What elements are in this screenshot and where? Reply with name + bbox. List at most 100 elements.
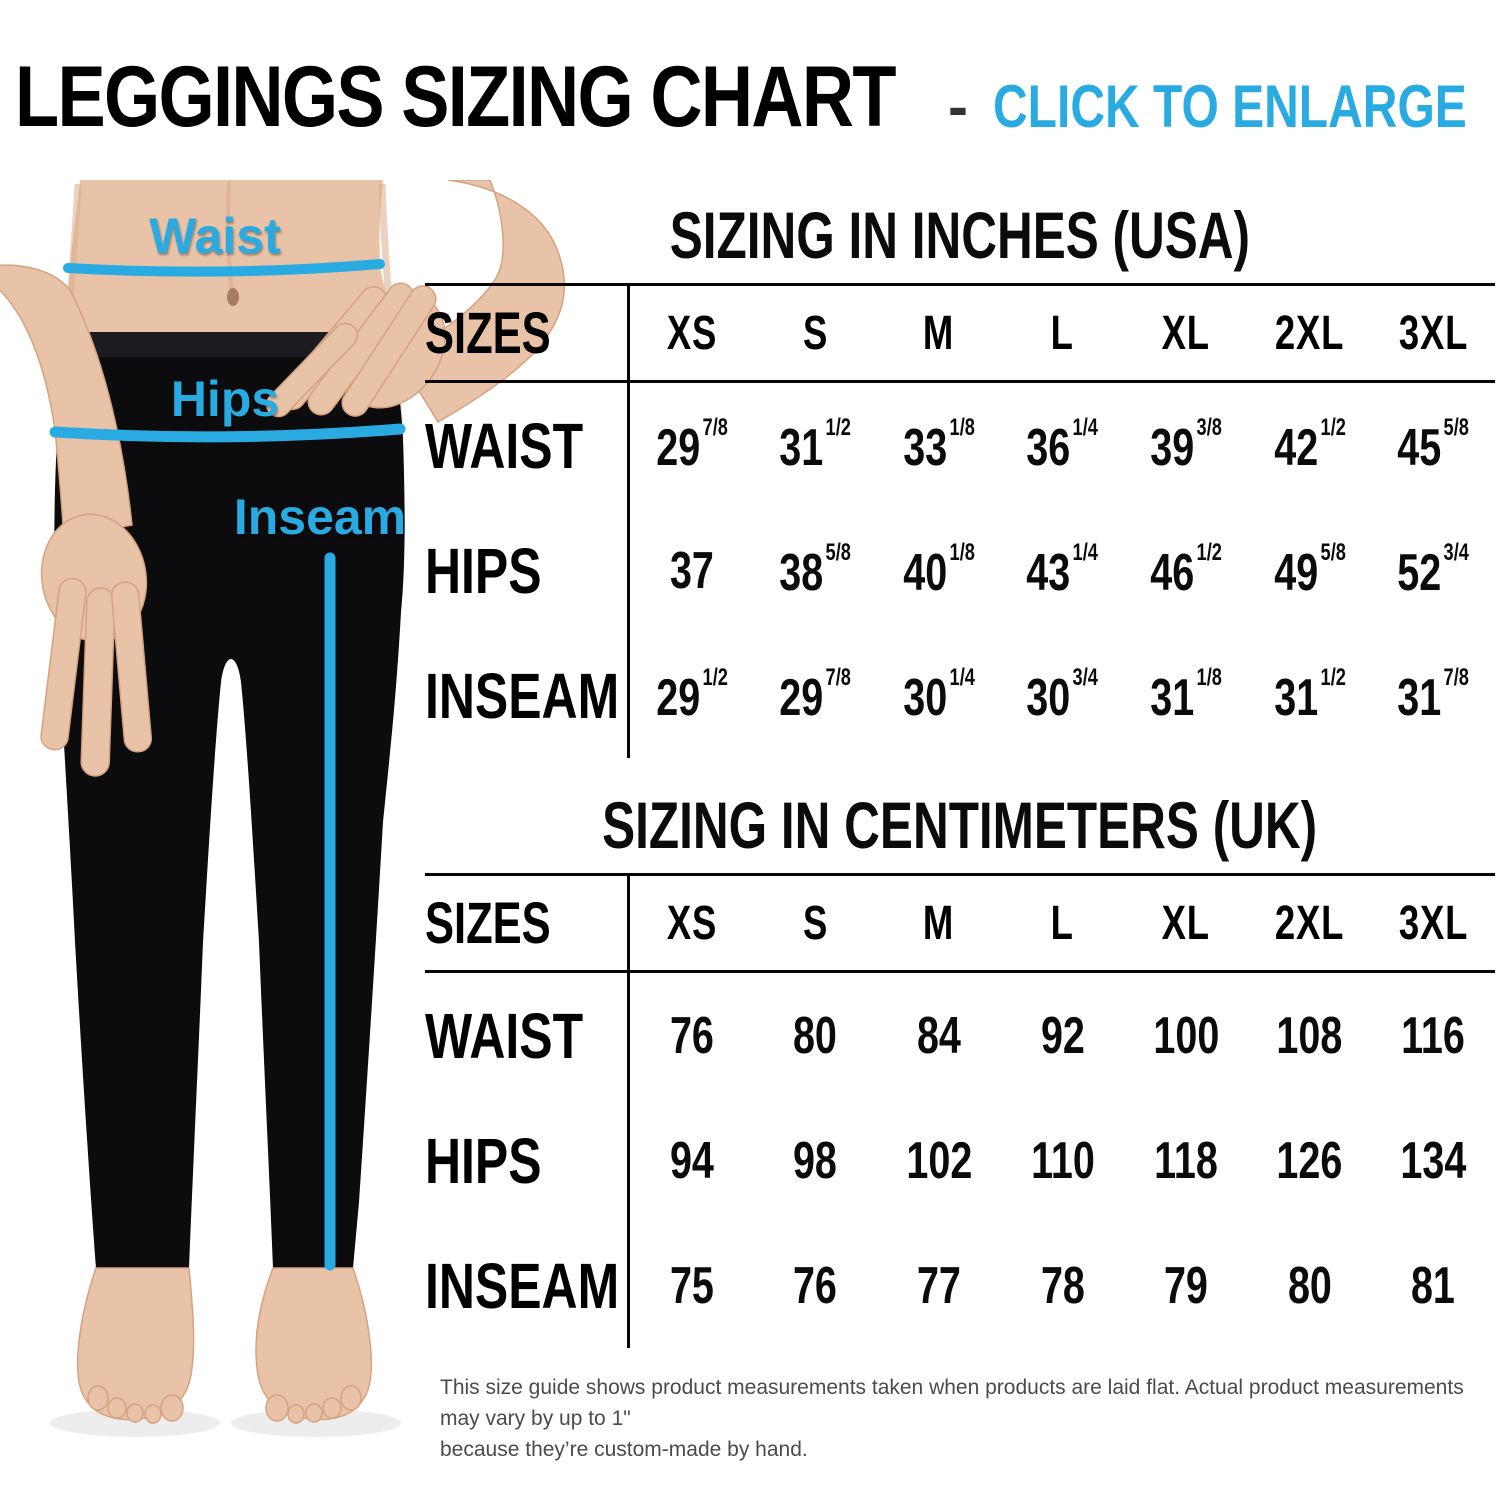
- value-cell: 116: [1371, 973, 1495, 1098]
- hips-line: [49, 423, 406, 443]
- sizes-header-label: SIZES: [425, 876, 630, 973]
- cell-text: 29: [655, 668, 700, 727]
- cell-text: 108: [1276, 1006, 1343, 1065]
- cell-text: 1/2: [1320, 663, 1346, 691]
- cell-text: L: [1050, 306, 1075, 360]
- cell-text: 495/8: [1274, 539, 1346, 603]
- value-cell: 76: [754, 1223, 878, 1348]
- value-cell: 311/8: [1124, 633, 1248, 758]
- table-grid: SIZES XS S M L XL 2XL 3XL WAIST 76 80 84 92 100 108 116…: [425, 876, 1495, 1348]
- cell-text: 134: [1400, 1131, 1466, 1191]
- value-cell: 98: [754, 1098, 878, 1223]
- cell-text: 92: [1040, 1006, 1085, 1065]
- cell-text: 116: [1401, 1006, 1465, 1066]
- cell-text: 102: [905, 1131, 972, 1190]
- value-cell: 84: [877, 973, 1001, 1098]
- value-cell: 78: [1001, 1223, 1125, 1348]
- cell-text: 78: [1040, 1256, 1085, 1315]
- cell-text: 523/4: [1397, 539, 1469, 603]
- cell-text: 5/8: [825, 538, 852, 566]
- row-label: INSEAM: [425, 1223, 630, 1348]
- value-cell: 118: [1124, 1098, 1248, 1223]
- size-column-header: XL: [1124, 286, 1248, 383]
- size-guide-note: This size guide shows product measuremen…: [440, 1372, 1490, 1465]
- value-cell: 79: [1124, 1223, 1248, 1348]
- size-column-header: S: [753, 286, 878, 383]
- cell-text: 311/2: [1274, 664, 1346, 728]
- cell-text: 110: [1031, 1131, 1095, 1191]
- cell-text: XS: [666, 896, 717, 950]
- cell-text: 461/2: [1150, 539, 1222, 603]
- size-column-header: 2XL: [1247, 286, 1372, 383]
- value-cell: 523/4: [1371, 508, 1495, 633]
- cell-text: SIZES: [425, 890, 551, 956]
- cell-text: 3XL: [1398, 896, 1468, 950]
- cell-text: 1/8: [949, 413, 975, 441]
- value-cell: 81: [1371, 1223, 1495, 1348]
- cell-text: 84: [917, 1006, 961, 1066]
- cell-text: 31: [779, 418, 824, 477]
- feet: [50, 1267, 401, 1437]
- page-title: LEGGINGS SIZING CHART: [15, 49, 896, 145]
- row-label: HIPS: [425, 508, 630, 633]
- size-column-header: XS: [630, 876, 754, 973]
- model-figure: Waist Hips Inseam: [0, 179, 580, 1500]
- cell-text: SIZES: [425, 300, 551, 366]
- value-cell: 331/8: [877, 383, 1001, 508]
- size-guide-note-line2: because they’re custom-made by hand.: [440, 1438, 808, 1461]
- cell-text: 76: [670, 1006, 714, 1066]
- cell-text: 52: [1397, 543, 1442, 602]
- cell-text: 81: [1411, 1256, 1456, 1315]
- cell-text: 1/2: [702, 663, 728, 691]
- cell-text: 1/2: [825, 413, 852, 441]
- table-title-text: SIZING IN CENTIMETERS (UK): [602, 788, 1318, 862]
- cell-text: 7/8: [825, 663, 852, 691]
- cell-text: 92: [1041, 1006, 1085, 1066]
- cell-text: 98: [793, 1131, 838, 1190]
- click-to-enlarge-link[interactable]: CLICK TO ENLARGE: [993, 73, 1467, 140]
- cell-text: 301/4: [903, 664, 975, 728]
- value-cell: 385/8: [754, 508, 878, 633]
- value-cell: 110: [1001, 1098, 1125, 1223]
- cell-text: 311/8: [1150, 664, 1222, 728]
- cell-text: 7/8: [1443, 663, 1470, 691]
- cell-text: 49: [1273, 543, 1318, 602]
- cell-text: 311/2: [780, 414, 852, 478]
- cell-text: 385/8: [780, 539, 852, 603]
- cell-text: 7/8: [702, 413, 728, 441]
- cell-text: 75: [669, 1256, 714, 1315]
- cell-text: 5/8: [1320, 538, 1346, 566]
- cell-text: 317/8: [1397, 664, 1469, 728]
- cell-text: 297/8: [780, 664, 852, 728]
- cell-text: 80: [793, 1006, 837, 1066]
- cell-text: 361/4: [1027, 414, 1099, 478]
- cell-text: 2XL: [1275, 306, 1345, 360]
- value-cell: 495/8: [1248, 508, 1372, 633]
- size-column-header: XS: [630, 286, 754, 383]
- value-cell: 461/2: [1124, 508, 1248, 633]
- hips-label: Hips: [171, 371, 279, 427]
- value-cell: 80: [754, 973, 878, 1098]
- cell-text: HIPS: [425, 1124, 542, 1197]
- cell-text: 303/4: [1027, 664, 1099, 728]
- cell-text: 45: [1397, 418, 1442, 477]
- cell-text: 29: [779, 668, 824, 727]
- size-column-header: XL: [1124, 876, 1248, 973]
- cell-text: XL: [1161, 896, 1211, 950]
- cell-text: 77: [917, 1256, 961, 1316]
- cell-text: 1/8: [949, 538, 975, 566]
- cell-text: 118: [1154, 1131, 1218, 1191]
- cell-text: 110: [1030, 1131, 1095, 1190]
- size-column-header: S: [753, 876, 878, 973]
- cell-text: 31: [1150, 668, 1195, 727]
- value-cell: 297/8: [754, 633, 878, 758]
- cell-text: 331/8: [903, 414, 975, 478]
- cell-text: 1/4: [1072, 538, 1099, 566]
- value-cell: 421/2: [1248, 383, 1372, 508]
- size-guide-note-line1: This size guide shows product measuremen…: [440, 1376, 1464, 1430]
- waist-label: Waist: [149, 208, 281, 264]
- value-cell: 94: [630, 1098, 754, 1223]
- cell-text: 38: [779, 543, 824, 602]
- cell-text: INSEAM: [425, 1249, 620, 1322]
